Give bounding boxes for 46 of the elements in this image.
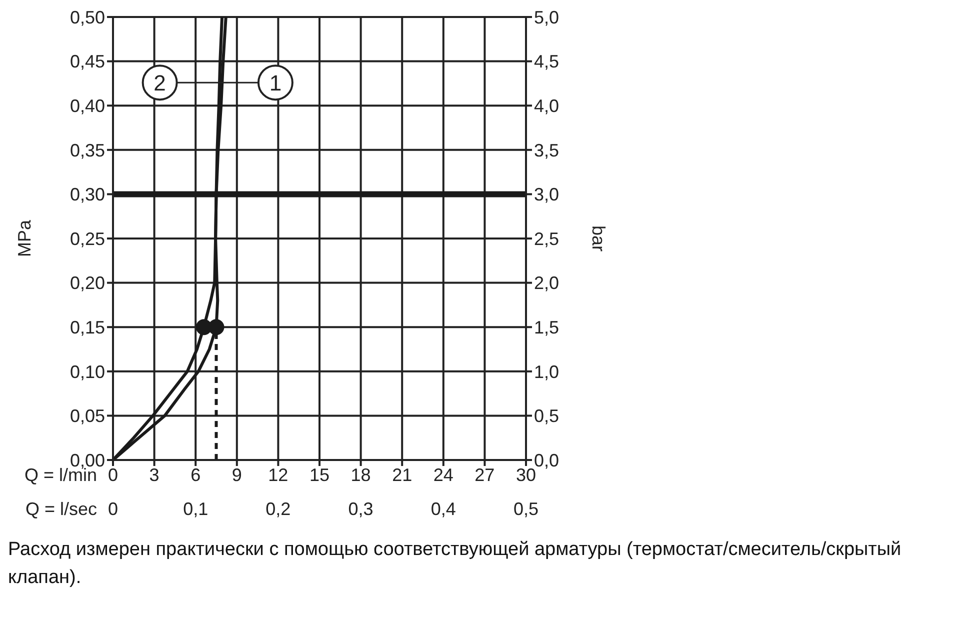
x-tick-label: 6 bbox=[190, 464, 201, 485]
y-tick-label: 0,20 bbox=[70, 273, 105, 294]
x2-tick-label: 0,5 bbox=[513, 498, 539, 519]
y2-tick-label: 1,0 bbox=[534, 362, 560, 382]
y2-tick-label: 3,5 bbox=[534, 140, 560, 160]
y2-axis-title: bar bbox=[588, 225, 609, 252]
y-tick-label: 0,10 bbox=[70, 362, 105, 382]
y-tick-label: 0,50 bbox=[70, 7, 105, 28]
x-tick-label: 12 bbox=[268, 464, 288, 485]
circled-number: 1 bbox=[257, 64, 294, 101]
x2-tick-label: 0,2 bbox=[266, 498, 291, 519]
x-tick-label: 18 bbox=[350, 464, 371, 485]
y-tick-label: 0,40 bbox=[70, 96, 105, 116]
y-tick-label: 0,25 bbox=[70, 228, 105, 249]
y-axis-title: MPa bbox=[14, 219, 34, 258]
circled-number: 2 bbox=[142, 64, 178, 101]
x2-axis-title: Q = l/sec bbox=[25, 498, 97, 519]
y2-tick-label: 4,0 bbox=[534, 96, 560, 116]
y-tick-label: 0,45 bbox=[70, 52, 105, 72]
y2-tick-label: 2,0 bbox=[534, 273, 560, 294]
y2-tick-label: 1,5 bbox=[534, 317, 560, 338]
x2-tick-label: 0 bbox=[108, 498, 118, 519]
text: Расход измерен практически с помощью соответствующей арматуры (термостат/смеситель/скрытый клапан). bbox=[8, 538, 902, 590]
y2-tick-label: 5,0 bbox=[534, 7, 560, 28]
x-tick-label: 15 bbox=[309, 464, 330, 485]
x2-tick-label: 0,3 bbox=[348, 498, 374, 519]
x-tick-label: 3 bbox=[149, 464, 160, 485]
y-tick-label: 0,05 bbox=[70, 406, 105, 426]
x-tick-label: 24 bbox=[433, 464, 454, 485]
x2-tick-label: 0,1 bbox=[183, 498, 208, 519]
y2-tick-label: 0,0 bbox=[534, 450, 560, 470]
x2-tick-label: 0,4 bbox=[430, 498, 456, 519]
y-tick-label: 0,15 bbox=[70, 317, 105, 338]
annotation: 2 bbox=[154, 70, 166, 96]
y2-tick-label: 0,5 bbox=[534, 406, 560, 426]
x-tick-label: 0 bbox=[108, 464, 118, 485]
x-tick-label: 30 bbox=[516, 464, 536, 485]
y2-tick-label: 3,0 bbox=[534, 184, 560, 205]
annotation: 1 bbox=[269, 70, 282, 96]
y-tick-label: 0,30 bbox=[70, 184, 105, 205]
y-tick-label: 0,35 bbox=[70, 140, 105, 160]
x-tick-label: 9 bbox=[232, 464, 242, 485]
y2-tick-label: 2,5 bbox=[534, 228, 560, 249]
y2-tick-label: 4,5 bbox=[534, 52, 560, 72]
x-tick-label: 27 bbox=[474, 464, 495, 485]
x-tick-label: 21 bbox=[392, 464, 412, 485]
